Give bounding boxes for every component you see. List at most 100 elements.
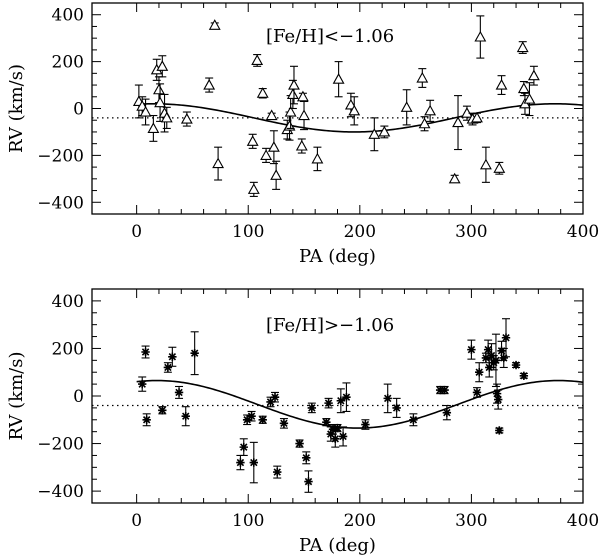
asterisk-marker (442, 408, 452, 417)
asterisk-marker (499, 353, 508, 363)
data-point (475, 362, 484, 383)
y-tick-label: −400 (37, 482, 84, 502)
asterisk-marker (333, 423, 342, 433)
y-tick-label: 400 (52, 6, 84, 26)
y-axis-label: RV (km/s) (6, 352, 27, 441)
data-point (336, 388, 346, 414)
triangle-marker (267, 141, 280, 152)
asterisk-marker (440, 385, 449, 395)
data-point (236, 454, 245, 471)
data-point (156, 55, 169, 78)
asterisk-marker (138, 379, 147, 389)
data-point (208, 19, 221, 30)
x-axis-label: PA (deg) (299, 535, 376, 556)
model-curve (136, 379, 584, 429)
triangle-marker (348, 104, 361, 116)
triangle-marker (203, 78, 216, 90)
data-point (256, 87, 269, 99)
triangle-marker (154, 96, 167, 108)
data-point (448, 172, 461, 184)
data-point (501, 318, 511, 358)
asterisk-marker (181, 412, 190, 421)
data-point (295, 439, 304, 448)
asterisk-marker (497, 346, 506, 356)
data-point (324, 397, 333, 409)
data-point (342, 382, 351, 413)
data-point (338, 426, 348, 447)
asterisk-marker (492, 389, 502, 398)
y-tick-label: −200 (37, 146, 84, 166)
data-point (493, 389, 503, 410)
triangle-marker (247, 183, 260, 194)
asterisk-marker (336, 396, 346, 405)
panel-2: 0 100 200 300 400 −400 −200 0 200 400 PA (deg) RV (… (6, 288, 599, 556)
data-point (260, 147, 273, 163)
data-point (273, 465, 282, 479)
data-point (495, 75, 508, 95)
data-point (418, 116, 431, 132)
x-tick-label: 0 (131, 511, 142, 531)
triangle-marker (212, 157, 225, 169)
triangle-marker (418, 117, 431, 129)
data-point (519, 371, 529, 380)
asterisk-marker (472, 388, 482, 397)
asterisk-marker (483, 345, 493, 354)
asterisk-marker (247, 412, 256, 421)
triangle-marker (527, 69, 540, 81)
data-point (212, 146, 225, 181)
data-point (265, 109, 278, 121)
triangle-marker (208, 19, 221, 30)
x-tick-label: 0 (131, 222, 142, 242)
x-tick-label: 100 (232, 511, 264, 531)
data-point (368, 117, 381, 152)
asterisk-marker (273, 467, 282, 477)
asterisk-marker (270, 392, 280, 402)
data-point (474, 15, 487, 59)
data-point (527, 65, 540, 86)
asterisk-marker (342, 392, 351, 402)
metallicity-annotation: [Fe/H]<−1.06 (266, 26, 394, 47)
data-point (516, 41, 529, 54)
data-point (288, 65, 300, 105)
asterisk-marker (141, 347, 150, 357)
triangle-marker (180, 112, 193, 124)
asterisk-marker (435, 385, 445, 395)
data-point (361, 419, 370, 430)
asterisk-marker (475, 368, 484, 377)
metallicity-annotation: [Fe/H]>−1.06 (266, 315, 394, 336)
data-point (158, 406, 167, 415)
triangle-marker (452, 116, 464, 128)
asterisk-marker (324, 398, 333, 408)
triangle-marker (378, 125, 391, 137)
triangle-marker (368, 128, 381, 139)
data-point (246, 133, 259, 149)
asterisk-marker (258, 415, 267, 424)
asterisk-marker (328, 425, 338, 434)
data-point (298, 100, 310, 131)
asterisk-marker (236, 458, 245, 467)
data-point (270, 391, 280, 403)
data-point (239, 438, 248, 456)
y-axis-label: RV (km/s) (6, 64, 27, 153)
asterisk-marker (266, 397, 275, 407)
data-point (416, 68, 429, 88)
asterisk-marker (501, 333, 511, 342)
triangle-marker (296, 90, 309, 102)
data-point (409, 413, 418, 427)
triangle-marker (286, 88, 299, 99)
model-curve (136, 103, 584, 133)
asterisk-marker (239, 442, 248, 452)
data-point (168, 346, 177, 367)
y-tick-label: 0 (73, 387, 84, 407)
data-point (442, 404, 452, 421)
data-point (141, 345, 150, 359)
data-point (267, 130, 280, 165)
data-point (348, 96, 361, 126)
data-point (266, 396, 275, 408)
data-point (452, 95, 464, 151)
triangle-marker (288, 78, 300, 90)
data-point (400, 89, 413, 126)
x-tick-label: 400 (567, 511, 599, 531)
x-tick-label: 100 (232, 222, 264, 242)
